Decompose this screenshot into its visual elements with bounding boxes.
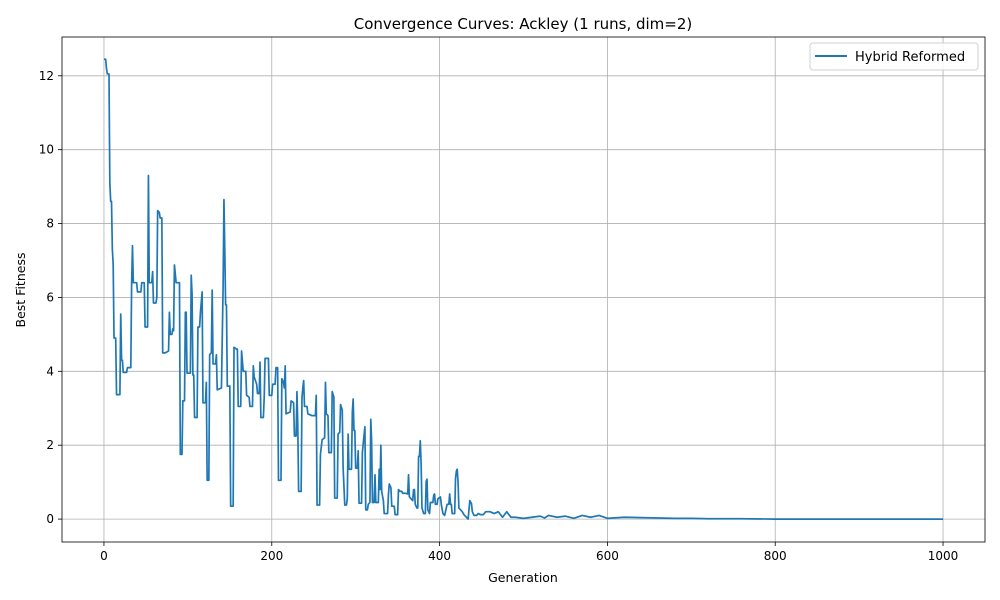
legend: Hybrid Reformed: [809, 42, 979, 71]
y-tick-label: 10: [39, 143, 54, 157]
y-tick-label: 6: [46, 290, 54, 304]
x-tick-label: 400: [428, 549, 451, 563]
y-tick-label: 12: [39, 69, 54, 83]
legend-box: [809, 42, 979, 71]
legend-label-hybrid-reformed: Hybrid Reformed: [855, 50, 965, 65]
y-tick-label: 8: [46, 217, 54, 231]
chart-title: Convergence Curves: Ackley (1 runs, dim=…: [354, 15, 693, 33]
x-tick-label: 600: [596, 549, 619, 563]
x-tick-label: 1000: [928, 549, 959, 563]
plot-frame: [61, 36, 986, 543]
y-tick-label: 2: [46, 438, 54, 452]
grid: [62, 37, 985, 542]
y-axis-label: Best Fitness: [13, 253, 28, 328]
x-axis-label: Generation: [488, 570, 558, 585]
y-tick-label: 0: [46, 512, 54, 526]
x-tick-label: 200: [260, 549, 283, 563]
x-tick-label: 800: [764, 549, 787, 563]
x-tick-label: 0: [100, 549, 108, 563]
y-tick-label: 4: [46, 364, 54, 378]
series-layer: [103, 58, 944, 520]
series-line-hybrid-reformed: [103, 58, 944, 520]
axis-ticks: 0 200 400 600 800 1000 0 2 4 6 8 10 12: [39, 69, 959, 563]
